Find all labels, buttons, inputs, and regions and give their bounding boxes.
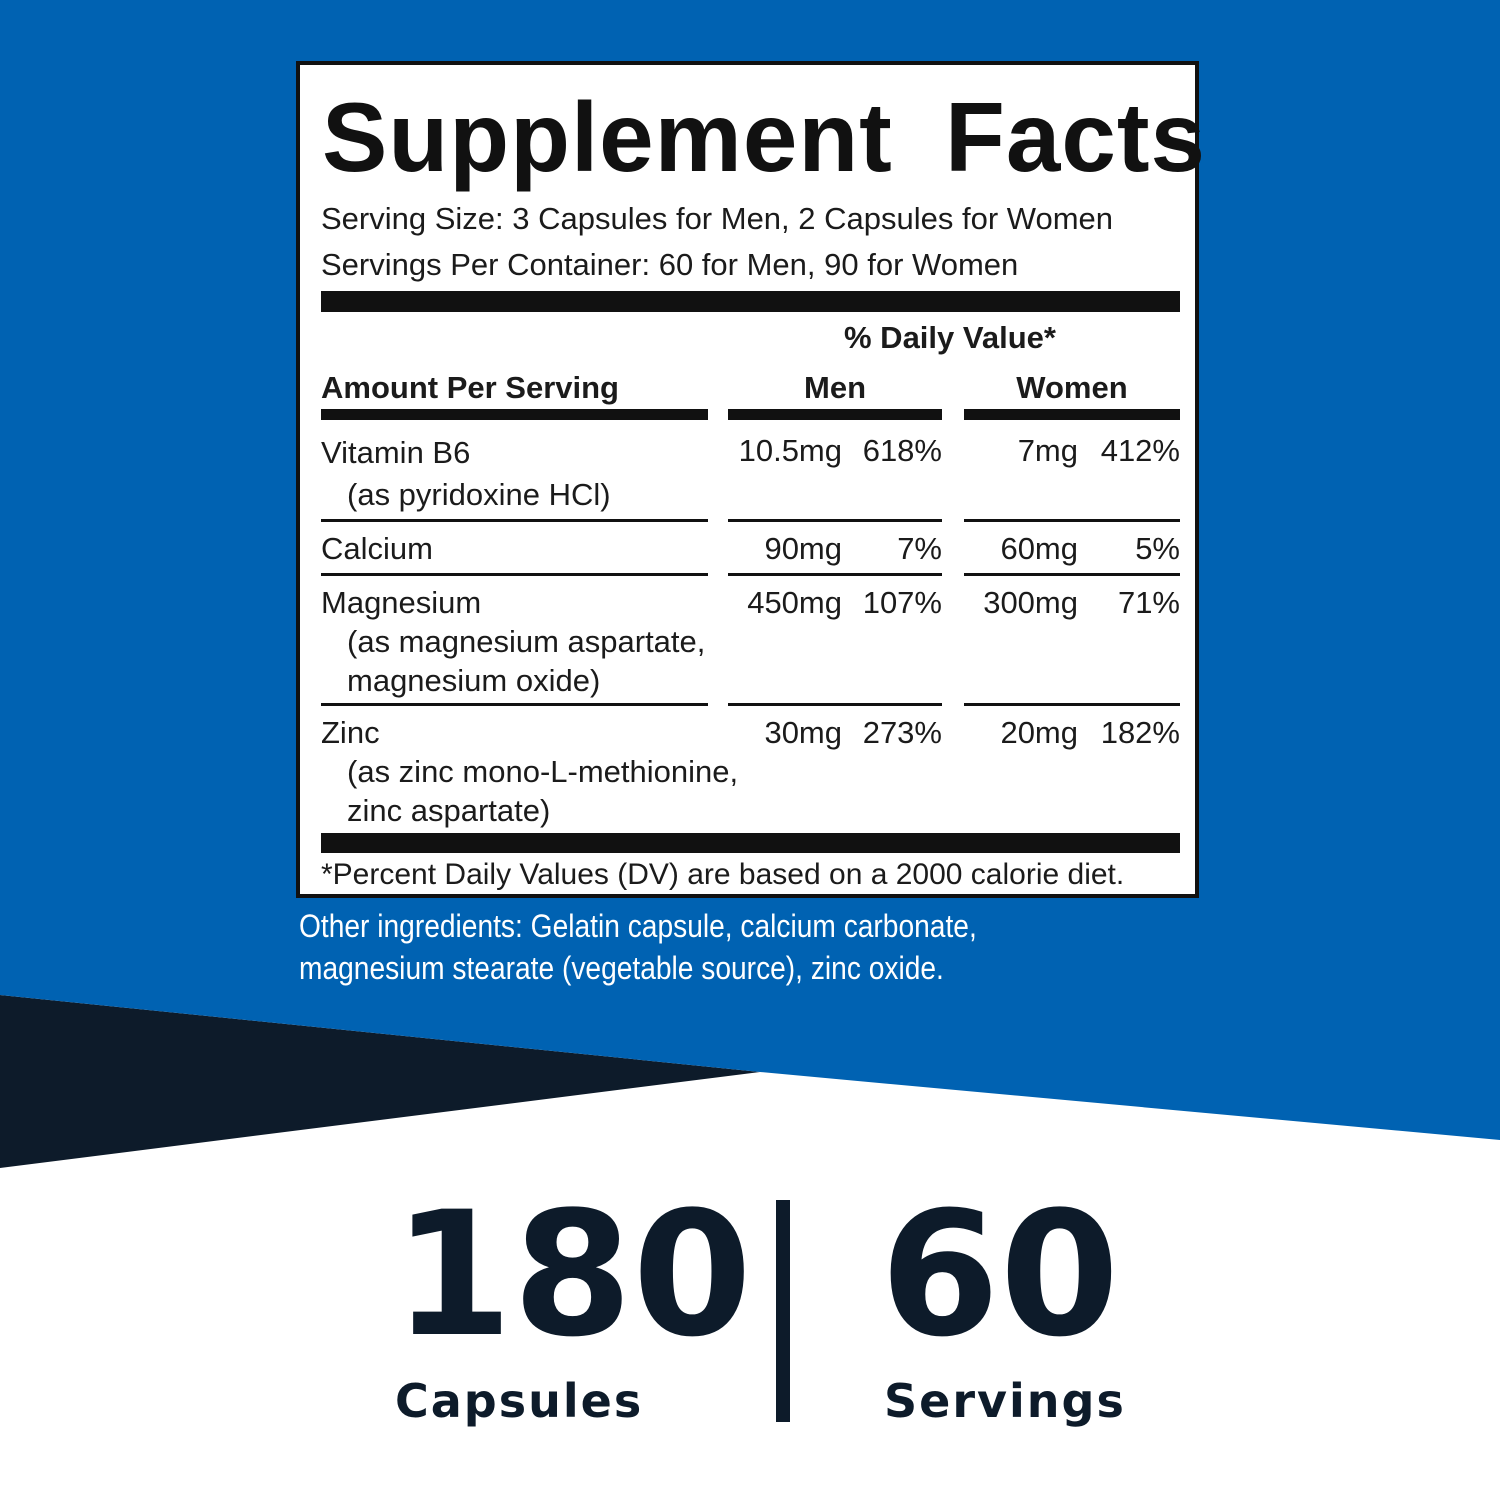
serving-count: 60	[880, 1174, 1120, 1375]
thick-divider-top	[321, 291, 1180, 312]
header-rule-men	[728, 409, 942, 420]
men-amount: 30mg	[764, 715, 842, 750]
row-rule-men	[728, 519, 942, 522]
serving-size: Serving Size: 3 Capsules for Men, 2 Caps…	[321, 201, 1114, 236]
other-ingredients: Other ingredients: Gelatin capsule, calc…	[299, 908, 977, 986]
header-rule-name	[321, 409, 708, 420]
navy-wedge	[0, 995, 760, 1168]
row-rule-name	[321, 703, 708, 706]
row-rule-women	[964, 573, 1180, 576]
servings-per-container: Servings Per Container: 60 for Men, 90 f…	[321, 247, 1019, 282]
men-header: Men	[804, 370, 866, 405]
count-divider	[776, 1200, 790, 1422]
men-amount: 90mg	[764, 531, 842, 566]
men-amount: 10.5mg	[738, 433, 842, 468]
daily-value-footnote: *Percent Daily Values (DV) are based on …	[321, 858, 1125, 891]
nutrient-name-magnesium: Magnesium	[321, 585, 482, 620]
header-rule-women	[964, 409, 1180, 420]
women-amount: 300mg	[983, 585, 1078, 620]
nutrient-name-calcium: Calcium	[321, 531, 433, 566]
men-dv: 273%	[862, 715, 942, 750]
women-amount: 20mg	[1000, 715, 1078, 750]
women-dv: 71%	[1117, 585, 1180, 620]
row-rule-women	[964, 703, 1180, 706]
nutrient-name-vitamin-b6: Vitamin B6	[321, 435, 471, 470]
nutrient-source-zinc: (as zinc mono-L-methionine,	[347, 754, 739, 789]
row-rule-men	[728, 573, 942, 576]
men-dv: 618%	[862, 433, 942, 468]
women-header: Women	[1016, 370, 1128, 405]
nutrient-source-magnesium: magnesium oxide)	[347, 663, 601, 698]
women-dv: 182%	[1100, 715, 1180, 750]
thick-divider-bottom	[321, 833, 1180, 853]
serving-count-label: Servings	[884, 1374, 1126, 1428]
panel-title: Supplement Facts	[322, 82, 1207, 192]
nutrient-name-zinc: Zinc	[321, 715, 380, 750]
women-dv: 412%	[1100, 433, 1180, 468]
nutrient-source-magnesium: (as magnesium aspartate,	[347, 624, 706, 659]
nutrient-source-zinc: zinc aspartate)	[347, 793, 551, 828]
amount-per-serving-header: Amount Per Serving	[321, 370, 619, 405]
men-dv: 107%	[862, 585, 942, 620]
row-rule-men	[728, 703, 942, 706]
women-amount: 7mg	[1017, 433, 1078, 468]
women-amount: 60mg	[1000, 531, 1078, 566]
nutrient-source-vitamin-b6: (as pyridoxine HCl)	[347, 477, 611, 512]
men-dv: 7%	[897, 531, 942, 566]
capsule-count: 180	[393, 1174, 753, 1375]
row-rule-women	[964, 519, 1180, 522]
supplement-facts-panel: Supplement Facts Serving Size: 3 Capsule…	[296, 61, 1205, 898]
women-dv: 5%	[1135, 531, 1180, 566]
row-rule-name	[321, 519, 708, 522]
men-amount: 450mg	[747, 585, 842, 620]
capsule-count-label: Capsules	[395, 1374, 644, 1428]
daily-value-header: % Daily Value*	[844, 320, 1056, 355]
row-rule-name	[321, 573, 708, 576]
